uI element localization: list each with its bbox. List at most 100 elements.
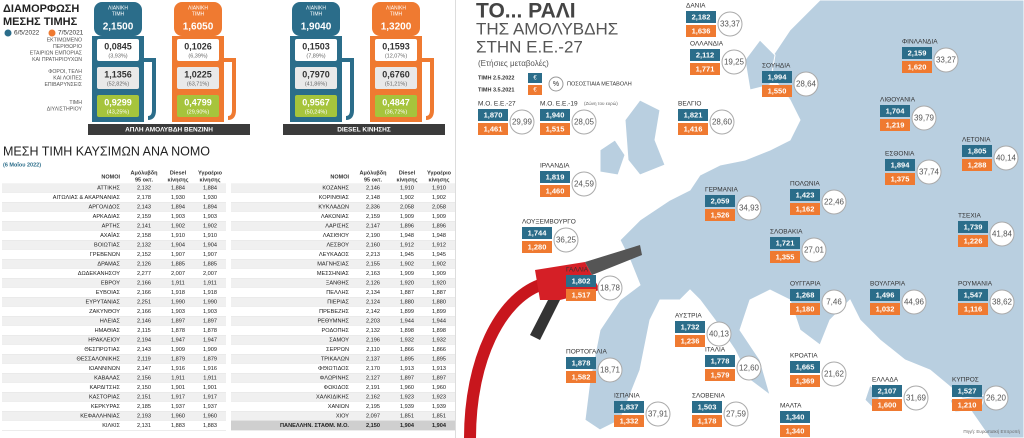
table-row [231, 192, 455, 203]
price-2022-box [686, 11, 716, 23]
table-row [231, 249, 455, 260]
legend-label: ΤΙΜΗ 2.5.2022 [478, 75, 514, 81]
table-value: 2,007 [171, 271, 185, 277]
component-share: (43,25%) [107, 109, 129, 115]
table-header: Αμόλυβδη [360, 170, 388, 176]
component-value: 0,9567 [302, 97, 330, 107]
change-circle [993, 145, 1019, 171]
table-value: 2,193 [137, 413, 151, 419]
fuel-name: ΑΠΛΗ ΑΜΟΛΥΒΔΗ ΒΕΝΖΙΝΗ [125, 127, 213, 134]
table-value: 1,909 [432, 214, 446, 220]
table-value: 2,163 [366, 271, 380, 277]
table-value: 1,897 [432, 375, 446, 381]
table-value: 2,126 [366, 280, 380, 286]
component-box [177, 95, 219, 117]
table-value: 1,851 [432, 413, 446, 419]
table-value: 2,151 [137, 394, 151, 400]
table-value: 1,904 [432, 423, 447, 429]
price-2021-box [870, 303, 900, 315]
table-value: 1,899 [432, 309, 446, 315]
component-label: ΕΠΙΒΑΡΥΝΣΕΙΣ [44, 82, 82, 88]
price-2021-box [686, 25, 716, 37]
table-value: 1,939 [432, 404, 446, 410]
table-value: 2,159 [366, 214, 380, 220]
change-value: 33,37 [720, 20, 741, 29]
component-value: 0,7970 [302, 69, 330, 79]
table-value: 1,920 [400, 280, 414, 286]
table-value: 2,277 [137, 271, 151, 277]
table-value: 1,947 [203, 337, 217, 343]
price-2021-box [790, 303, 820, 315]
change-value: 24,59 [574, 180, 595, 189]
table-value: 2,058 [400, 204, 414, 210]
table-value: 2,132 [137, 242, 151, 248]
fuel-name: DIESEL ΚΙΝΗΣΗΣ [337, 127, 391, 134]
table-name: ΧΑΝΙΩΝ [328, 404, 349, 410]
component-value: 1,1356 [104, 69, 132, 79]
price-2022: 1,837 [620, 402, 639, 411]
table-row [231, 211, 455, 222]
price-2021: 1,288 [968, 160, 987, 169]
change-value: 34,93 [739, 204, 760, 213]
table-value: 1,879 [171, 356, 185, 362]
component-box [375, 95, 417, 117]
table-value: 1,885 [171, 261, 185, 267]
table-name: ΗΛΕΙΑΣ [100, 318, 121, 324]
table-name: ΦΩΚΙΔΟΣ [324, 385, 350, 391]
table-header: κίνησης [200, 177, 221, 183]
pump-hose [224, 58, 236, 120]
table-row [231, 401, 455, 412]
price-2021-box [705, 369, 735, 381]
table-row [231, 411, 455, 421]
table-value: 1,898 [400, 328, 414, 334]
table-row [231, 363, 455, 374]
table-value: 1,902 [171, 223, 185, 229]
country-name: ΡΟΥΜΑΝΙΑ [958, 281, 993, 288]
table-value: 2,194 [137, 337, 151, 343]
change-circle [821, 189, 847, 215]
country-name: ΕΛΛΑΔΑ [872, 377, 899, 384]
table-value: 2,143 [137, 347, 151, 353]
table-row [2, 259, 226, 269]
country-name: ΙΣΠΑΝΙΑ [614, 393, 640, 400]
table-value: 1,917 [171, 394, 185, 400]
change-circle [989, 221, 1015, 247]
table-row [2, 363, 226, 374]
table-value: 1,887 [400, 290, 414, 296]
change-circle [706, 321, 732, 347]
price-2022: 1,527 [958, 386, 977, 395]
table-value: 1,851 [400, 413, 414, 419]
price-2022: 1,423 [796, 190, 815, 199]
component-value: 0,0845 [104, 41, 132, 51]
table-value: 1,944 [432, 318, 446, 324]
price-2021: 1,162 [796, 204, 815, 213]
component-box [295, 95, 337, 117]
change-circle [821, 289, 847, 315]
price-2022: 1,704 [886, 106, 906, 115]
price-2021-box [705, 209, 735, 221]
table-row [2, 202, 226, 212]
table-value: 1,907 [171, 252, 185, 258]
change-value: 36,25 [556, 236, 577, 245]
table-value: 2,124 [366, 299, 380, 305]
price-2022: 2,159 [908, 48, 927, 57]
section-title: ΔΙΑΜΟΡΦΩΣΗ [3, 3, 79, 15]
price-2022-box [880, 105, 910, 117]
country-name: ΦΙΝΛΑΝΔΙΑ [902, 39, 938, 46]
price-2021: 1,340 [786, 426, 805, 435]
price-2021-box [885, 173, 915, 185]
price-2022-box [566, 275, 596, 287]
price-2022: 1,805 [968, 146, 987, 155]
country-name: ΑΥΣΤΡΙΑ [675, 313, 702, 320]
change-value: 18,71 [600, 366, 621, 375]
price-2022: 1,503 [698, 402, 717, 411]
change-circle [721, 49, 747, 75]
table-name: ΗΜΑΘΙΑΣ [95, 328, 121, 334]
table-value: 2,146 [137, 318, 151, 324]
table-value: 1,909 [400, 271, 414, 277]
table-row [231, 344, 455, 355]
price-2022-box [958, 289, 988, 301]
price-2021: 1,369 [796, 376, 815, 385]
table-value: 1,945 [432, 252, 446, 258]
